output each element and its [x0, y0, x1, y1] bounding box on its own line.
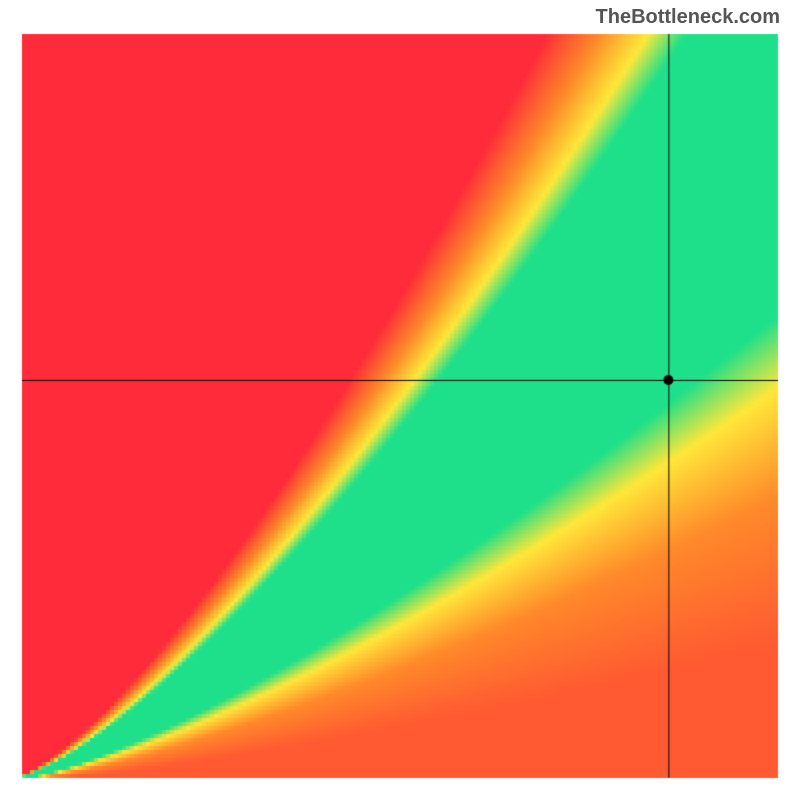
watermark-text: TheBottleneck.com	[596, 6, 780, 29]
chart-container: TheBottleneck.com	[0, 0, 800, 800]
heatmap-canvas	[0, 0, 800, 800]
